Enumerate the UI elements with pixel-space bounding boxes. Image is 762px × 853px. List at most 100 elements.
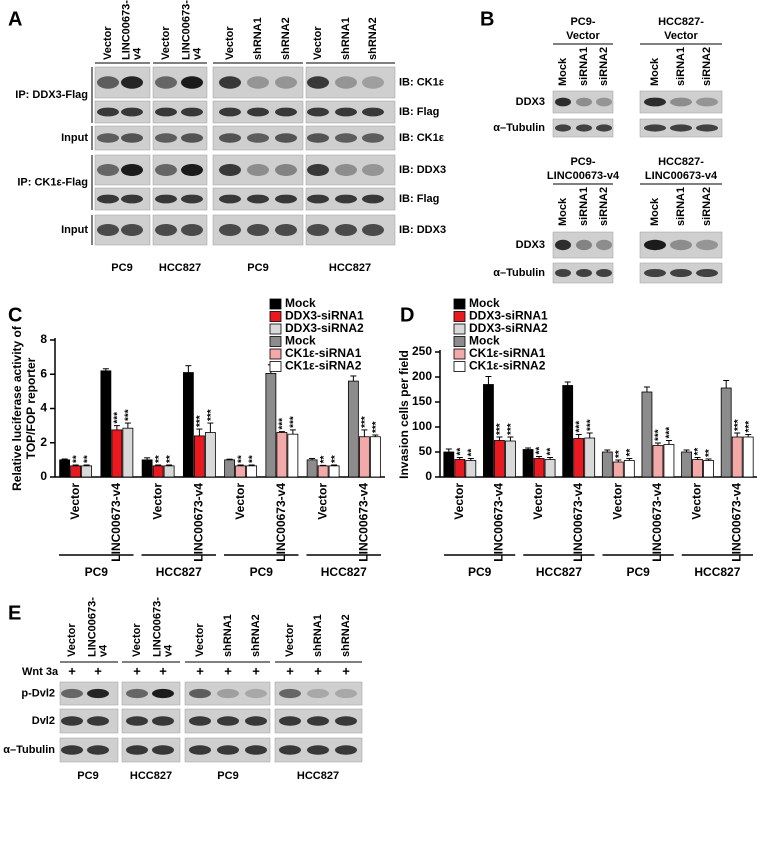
group-label: PC9 (111, 262, 132, 274)
band (307, 76, 329, 89)
row-label: p-Dvl2 (21, 687, 55, 699)
lane-label: Mock (557, 197, 569, 226)
significance: *** (206, 409, 217, 421)
x-tick-label: Vector (315, 483, 329, 520)
band (155, 194, 177, 204)
y-tick-label: 0 (40, 469, 47, 483)
band (219, 76, 241, 89)
blot (152, 187, 208, 211)
band (670, 97, 692, 107)
legend-swatch (269, 348, 282, 360)
band (576, 269, 592, 277)
group-label: HCC827 (329, 262, 371, 274)
band (576, 239, 592, 251)
bar (731, 436, 743, 478)
x-tick-label: LINC00673-v4 (571, 483, 585, 562)
significance: *** (113, 412, 124, 424)
bar (111, 429, 123, 478)
band (219, 194, 241, 204)
significance: *** (360, 416, 371, 428)
significance: ** (236, 455, 247, 463)
blot (121, 681, 181, 706)
y-tick-label: 8 (40, 332, 47, 346)
band (217, 688, 239, 699)
band (181, 194, 203, 204)
group-label: PC9 (247, 262, 268, 274)
x-tick-label: LINC00673-v4 (192, 483, 206, 562)
y-tick-label: 50 (419, 444, 433, 458)
band (245, 745, 267, 755)
group-label: HCC827 (297, 770, 339, 782)
lane-label: shRNA1 (312, 614, 324, 657)
bar (306, 459, 318, 478)
lane-label: Vector (312, 26, 324, 60)
significance: *** (585, 419, 596, 431)
bar (81, 465, 93, 478)
ib-label: IB: Flag (399, 193, 439, 205)
lane-label: Mock (649, 197, 661, 226)
bar (562, 385, 574, 478)
lane-label: siRNA1 (675, 47, 687, 86)
row-label: α–Tubulin (493, 267, 545, 279)
y-tick-label: 6 (40, 366, 47, 380)
band (219, 107, 241, 117)
lane-label: siRNA1 (675, 187, 687, 226)
band (97, 107, 119, 117)
legend-label: CK1ε-siRNA2 (469, 359, 546, 373)
y-tick-label: 0 (425, 469, 432, 483)
band (644, 97, 666, 107)
band (152, 716, 174, 726)
blot (639, 90, 723, 114)
y-tick-label: 200 (412, 369, 432, 383)
ib-label: IB: CK1ε (399, 76, 445, 88)
treatment-sign: + (94, 663, 102, 678)
significance: *** (371, 421, 382, 433)
treatment-sign: + (224, 663, 232, 678)
legend-swatch (269, 298, 282, 310)
bar (465, 460, 477, 478)
blot (274, 681, 363, 706)
bar (246, 465, 258, 478)
band (696, 124, 718, 132)
band (555, 269, 571, 277)
bar (720, 387, 732, 478)
treatment-label: Wnt 3a (22, 666, 59, 678)
treatment-sign: + (68, 663, 76, 678)
group-label: PC9 (217, 770, 238, 782)
band (696, 239, 718, 251)
bar (483, 384, 494, 478)
band (121, 224, 143, 236)
band (696, 269, 718, 277)
lane-label: Vector (131, 623, 143, 657)
group-label: PC9 (468, 565, 492, 579)
x-tick-label: Vector (610, 483, 624, 520)
significance: *** (744, 421, 755, 433)
bar (328, 465, 340, 478)
header-label: HCC827- (658, 16, 704, 28)
group-label: PC9 (85, 565, 109, 579)
band (152, 688, 174, 699)
band (97, 133, 119, 143)
band (247, 224, 269, 236)
band (596, 239, 612, 251)
group-label: PC9 (77, 770, 98, 782)
bar (369, 436, 381, 478)
band (87, 716, 109, 726)
band (307, 224, 329, 236)
lane-label: Vector (284, 623, 296, 657)
legend-label: CK1ε-siRNA1 (469, 346, 546, 360)
band (245, 716, 267, 726)
band (555, 239, 571, 251)
band (217, 745, 239, 755)
band (362, 133, 384, 143)
bar (122, 427, 134, 478)
significance: ** (704, 449, 715, 457)
significance: *** (124, 409, 135, 421)
panel-letter: C (8, 304, 22, 326)
significance: ** (319, 455, 330, 463)
row-label: α–Tubulin (493, 122, 545, 134)
band (126, 745, 148, 755)
significance: ** (625, 449, 636, 457)
treatment-sign: + (342, 663, 350, 678)
significance: ** (330, 455, 341, 463)
